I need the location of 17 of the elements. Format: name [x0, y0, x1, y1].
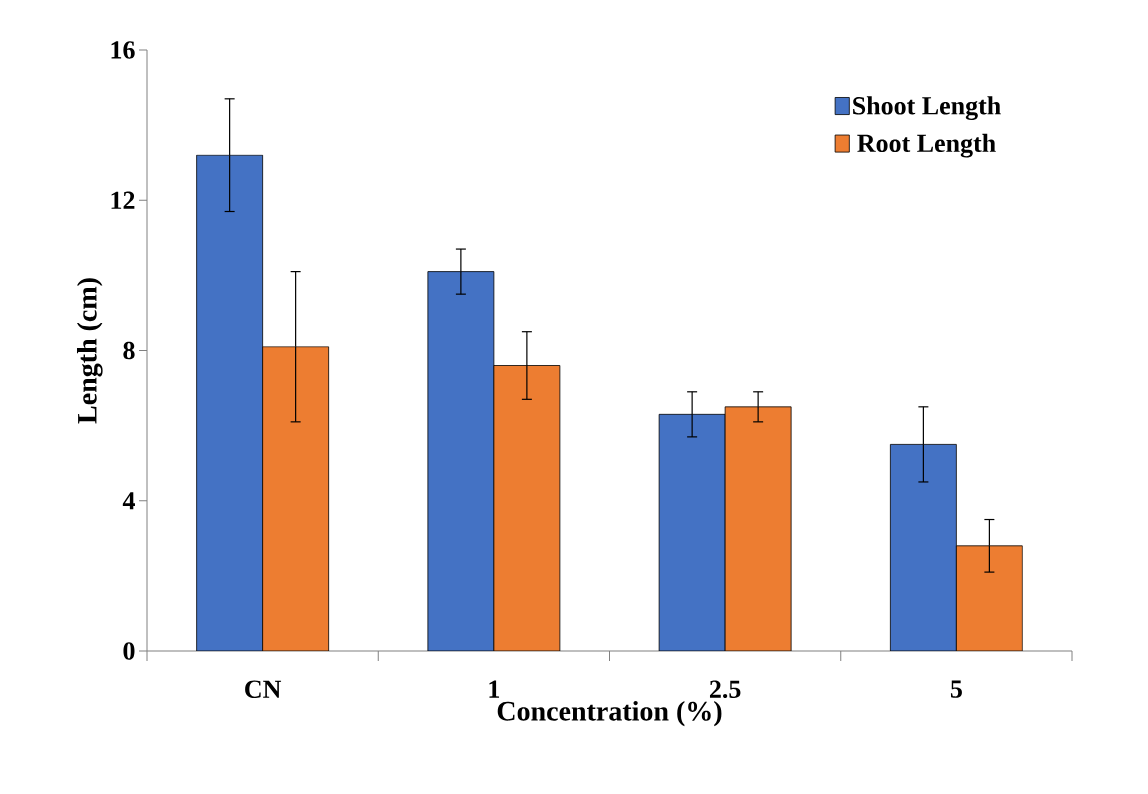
- y-tick-label: 8: [123, 341, 135, 360]
- y-tick-label: 0: [123, 642, 135, 660]
- y-tick-label: 16: [111, 41, 135, 59]
- y-tick-label: 12: [111, 191, 135, 209]
- y-axis-title: Length (cm): [77, 278, 103, 424]
- bar: [889, 443, 957, 651]
- x-tick-label: 2.5: [709, 680, 741, 699]
- legend-label: Root Length: [857, 133, 996, 158]
- x-axis-title: Concentration (%): [497, 700, 722, 727]
- bar: [658, 413, 726, 651]
- bar: [196, 154, 264, 651]
- x-tick-label: 5: [950, 680, 962, 698]
- y-tick-label: 4: [122, 492, 135, 510]
- legend-label: Shoot Length: [853, 96, 1001, 121]
- x-tick-label: CN: [245, 680, 282, 698]
- bar: [427, 271, 495, 651]
- x-tick-label: 1: [489, 680, 500, 698]
